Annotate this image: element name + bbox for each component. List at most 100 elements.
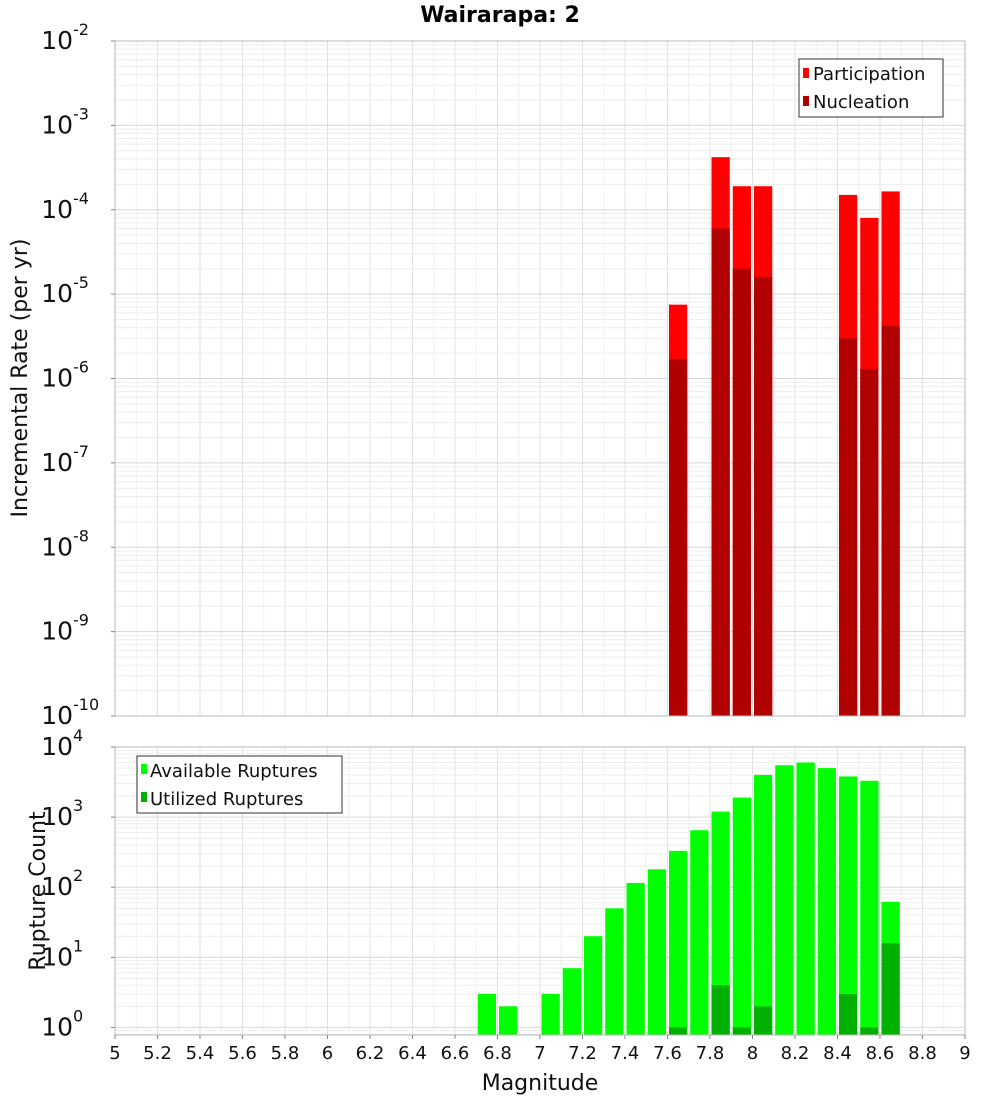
bar-nucleation-7_85 xyxy=(711,228,730,716)
y-tick-label: 10 xyxy=(41,617,73,646)
bar-available-ruptures-7_05 xyxy=(541,993,560,1035)
x-tick-label: 9 xyxy=(959,1043,970,1064)
y-tick-exponent: -5 xyxy=(73,273,89,292)
y-tick-exponent: -2 xyxy=(73,20,89,39)
top-bars xyxy=(669,157,900,717)
chart-title: Wairarapa: 2 xyxy=(420,3,580,28)
bar-available-ruptures-7_85 xyxy=(711,811,730,1035)
y-tick-exponent: 4 xyxy=(73,726,83,745)
y-tick-exponent: 2 xyxy=(73,866,83,885)
y-tick-label: 10 xyxy=(41,26,73,55)
bar-available-ruptures-8_25 xyxy=(796,762,815,1035)
bottom-x-ticks: 5 5.2 5.4 5.6 5.8 6 6.2 6.4 6.6 6.8 7 7.2 7.4 7.6 7.8 8… xyxy=(109,1035,971,1064)
y-tick-label: 10 xyxy=(41,364,73,393)
bottom-legend: Available Ruptures Utilized Ruptures xyxy=(136,755,343,814)
x-tick-label: 5.2 xyxy=(143,1043,172,1064)
bottom-legend-box xyxy=(136,755,343,814)
bar-available-ruptures-7_25 xyxy=(584,936,603,1035)
bottom-y-axis-label: Rupture Count xyxy=(26,811,51,971)
legend-swatch-nucleation xyxy=(803,96,809,106)
bar-nucleation-8_05 xyxy=(754,276,773,716)
y-tick-exponent: -6 xyxy=(73,358,89,377)
top-legend: Participation Nucleation xyxy=(798,58,944,118)
bar-utilized-ruptures-7_65 xyxy=(669,1027,688,1035)
x-tick-label: 7 xyxy=(534,1043,545,1064)
x-tick-label: 6.4 xyxy=(398,1043,427,1064)
bar-available-ruptures-7_15 xyxy=(562,968,581,1035)
y-tick-label: 10 xyxy=(41,448,73,477)
bar-utilized-ruptures-8_55 xyxy=(860,1027,879,1035)
bottom-bars xyxy=(477,762,900,1035)
top-y-ticks: 10-210-310-410-510-610-710-810-910-10 xyxy=(41,20,115,730)
legend-label-available-ruptures: Available Ruptures xyxy=(150,761,318,782)
bar-utilized-ruptures-8_65 xyxy=(881,943,900,1035)
bar-available-ruptures-7_35 xyxy=(605,908,624,1035)
bar-utilized-ruptures-7_85 xyxy=(711,985,730,1035)
bar-available-ruptures-7_95 xyxy=(732,797,751,1035)
legend-swatch-available-ruptures xyxy=(141,764,147,774)
x-axis-label: Magnitude xyxy=(482,1071,599,1096)
bar-nucleation-8_65 xyxy=(881,325,900,716)
legend-label-nucleation: Nucleation xyxy=(813,92,909,113)
bar-available-ruptures-7_55 xyxy=(647,869,666,1035)
bar-available-ruptures-7_65 xyxy=(669,850,688,1035)
top-legend-box xyxy=(798,58,944,118)
y-tick-exponent: -7 xyxy=(73,442,89,461)
y-tick-exponent: 0 xyxy=(73,1006,83,1025)
x-tick-label: 7.8 xyxy=(696,1043,725,1064)
bar-available-ruptures-8_55 xyxy=(860,780,879,1035)
bar-available-ruptures-6_75 xyxy=(477,993,496,1035)
bar-available-ruptures-8_15 xyxy=(775,765,794,1035)
bar-nucleation-8_55 xyxy=(860,368,879,716)
x-tick-label: 6.6 xyxy=(441,1043,470,1064)
legend-swatch-participation xyxy=(803,68,809,78)
x-tick-label: 5.4 xyxy=(186,1043,215,1064)
top-grid xyxy=(114,40,966,717)
y-tick-label: 10 xyxy=(41,802,73,831)
x-tick-label: 8.4 xyxy=(823,1043,852,1064)
x-tick-label: 5.6 xyxy=(228,1043,257,1064)
x-tick-label: 6.8 xyxy=(483,1043,512,1064)
x-tick-label: 8.2 xyxy=(781,1043,810,1064)
x-tick-label: 5 xyxy=(109,1043,120,1064)
legend-swatch-utilized-ruptures xyxy=(141,792,147,802)
bar-utilized-ruptures-7_95 xyxy=(732,1027,751,1035)
x-tick-label: 7.6 xyxy=(653,1043,682,1064)
y-tick-label: 10 xyxy=(41,279,73,308)
y-tick-exponent: -9 xyxy=(73,611,89,630)
bar-nucleation-7_95 xyxy=(732,268,751,716)
y-tick-label: 10 xyxy=(41,872,73,901)
x-tick-label: 7.2 xyxy=(568,1043,597,1064)
y-tick-exponent: -10 xyxy=(73,695,99,714)
bar-utilized-ruptures-8_05 xyxy=(754,1006,773,1035)
x-tick-label: 6 xyxy=(322,1043,333,1064)
y-tick-exponent: 3 xyxy=(73,796,83,815)
y-tick-label: 10 xyxy=(41,701,73,730)
bar-nucleation-8_45 xyxy=(839,338,858,716)
y-tick-exponent: 1 xyxy=(73,936,83,955)
x-tick-label: 8.6 xyxy=(866,1043,895,1064)
x-tick-label: 8.8 xyxy=(908,1043,937,1064)
x-tick-label: 7.4 xyxy=(611,1043,640,1064)
x-tick-label: 6.2 xyxy=(356,1043,385,1064)
top-y-axis-label: Incremental Rate (per yr) xyxy=(8,239,33,518)
y-tick-exponent: -8 xyxy=(73,526,89,545)
bar-utilized-ruptures-8_45 xyxy=(839,993,858,1035)
y-tick-label: 10 xyxy=(41,1012,73,1041)
y-tick-label: 10 xyxy=(41,195,73,224)
legend-label-utilized-ruptures: Utilized Ruptures xyxy=(150,789,303,810)
bar-available-ruptures-8_45 xyxy=(839,776,858,1035)
x-tick-label: 8 xyxy=(747,1043,758,1064)
y-tick-label: 10 xyxy=(41,732,73,761)
bar-available-ruptures-8_05 xyxy=(754,774,773,1035)
bar-nucleation-7_65 xyxy=(669,359,688,716)
legend-label-participation: Participation xyxy=(813,64,925,85)
bar-available-ruptures-7_75 xyxy=(690,830,709,1035)
y-tick-label: 10 xyxy=(41,110,73,139)
x-tick-label: 5.8 xyxy=(271,1043,300,1064)
y-tick-exponent: -4 xyxy=(73,189,89,208)
y-tick-exponent: -3 xyxy=(73,104,89,123)
bar-available-ruptures-7_45 xyxy=(626,882,645,1035)
